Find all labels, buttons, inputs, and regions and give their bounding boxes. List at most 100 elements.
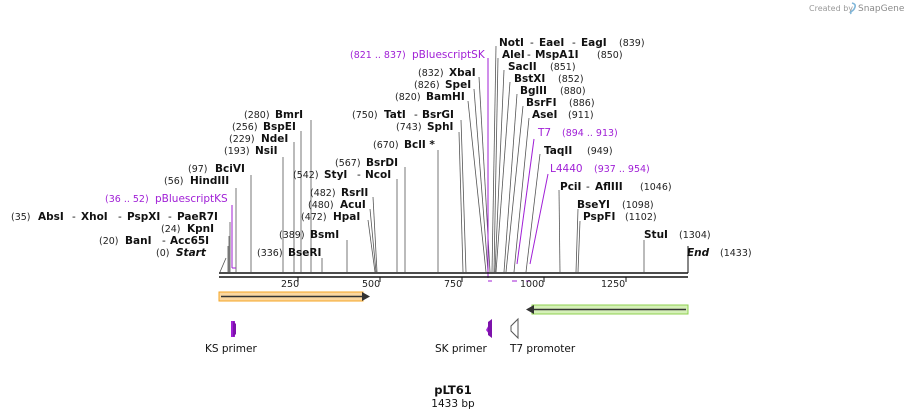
site-pos: (832) [418, 68, 444, 79]
site-name-sphi[interactable]: SphI [427, 121, 453, 133]
sequence-backbone [219, 246, 689, 282]
site-pos: (229) [229, 134, 255, 145]
site-name-bamhi[interactable]: BamHI [426, 91, 465, 103]
site-pos: (97) [188, 164, 208, 175]
site-separator: - [118, 211, 122, 223]
site-pos: (20) [99, 236, 119, 247]
axis-tick-label: 250 [281, 279, 299, 290]
site-name-eaei[interactable]: EaeI [539, 37, 564, 49]
site-name-bsrgi[interactable]: BsrGI [422, 109, 454, 121]
site-pos: (839) [619, 38, 645, 49]
end-label: End [687, 247, 710, 259]
site-separator: - [414, 109, 418, 121]
primer-range: (36 .. 52) [105, 194, 149, 205]
site-name-paer7i[interactable]: PaeR7I [177, 211, 218, 223]
site-name-hindiii[interactable]: HindIII [190, 175, 229, 187]
primer-name-t7[interactable]: T7 [537, 127, 551, 139]
site-name-kpni[interactable]: KpnI [187, 223, 214, 235]
site-name-styi[interactable]: StyI [324, 169, 347, 181]
site-name-bcivi[interactable]: BciVI [215, 163, 245, 175]
site-separator: - [357, 169, 361, 181]
site-name-acc65i[interactable]: Acc65I [170, 235, 209, 247]
site-name-bseyi[interactable]: BseYI [577, 199, 610, 211]
site-name-bspei[interactable]: BspEI [263, 121, 296, 133]
primer-range: (937 .. 954) [594, 164, 650, 175]
site-name-asei[interactable]: AseI [532, 109, 557, 121]
plasmid-name: pLT61 [434, 383, 472, 397]
ks-primer-glyph[interactable] [231, 321, 236, 337]
site-name-absi[interactable]: AbsI [38, 211, 64, 223]
site-name-xhoi[interactable]: XhoI [81, 211, 108, 223]
site-name-ndei[interactable]: NdeI [261, 133, 288, 145]
end-pos: (1433) [720, 248, 752, 259]
site-name-pspfi[interactable]: PspFI [583, 211, 615, 223]
site-pos: (949) [587, 146, 613, 157]
site-pos: (911) [568, 110, 594, 121]
site-connectors-right [467, 45, 645, 273]
site-pos: (567) [335, 158, 361, 169]
site-pos: (850) [597, 50, 623, 61]
site-pos: (851) [550, 62, 576, 73]
site-name-bcli[interactable]: BclI * [404, 139, 435, 151]
site-separator: - [168, 211, 172, 223]
site-pos: (542) [293, 170, 319, 181]
site-name-pcii[interactable]: PciI [560, 181, 581, 193]
site-pos: (1098) [622, 200, 654, 211]
site-pos: (193) [224, 146, 250, 157]
site-name-bmri[interactable]: BmrI [275, 109, 303, 121]
site-name-bstxi[interactable]: BstXI [514, 73, 545, 85]
credit-brand: SnapGene [858, 4, 905, 14]
primer-range: (894 .. 913) [562, 128, 618, 139]
green-feature-arrow[interactable] [526, 304, 689, 315]
t7-promoter-label: T7 promoter [509, 343, 576, 355]
primer-connectors [231, 58, 549, 282]
primer-name-pbluescriptsk[interactable]: pBluescriptSK [412, 49, 486, 61]
axis-tick-label: 500 [362, 279, 380, 290]
site-pos: (336) [257, 248, 283, 259]
site-name-bseri[interactable]: BseRI [288, 247, 321, 259]
site-name-alei[interactable]: AleI [502, 49, 525, 61]
site-pos: (280) [244, 110, 270, 121]
site-pos: (480) [308, 200, 334, 211]
site-name-noti[interactable]: NotI [499, 37, 524, 49]
site-separator: - [72, 211, 76, 223]
site-name-afliii[interactable]: AflIII [595, 181, 623, 193]
site-name-xbai[interactable]: XbaI [449, 67, 476, 79]
site-name-eagi[interactable]: EagI [581, 37, 607, 49]
site-name-tati[interactable]: TatI [384, 109, 406, 121]
axis-tick-label: 1250 [601, 279, 625, 290]
site-name-spei[interactable]: SpeI [445, 79, 471, 91]
site-name-acui[interactable]: AcuI [340, 199, 366, 211]
site-name-rsrii[interactable]: RsrII [341, 187, 368, 199]
site-name-mspa1i[interactable]: MspA1I [535, 49, 579, 61]
site-name-ncoi[interactable]: NcoI [365, 169, 391, 181]
site-pos: (24) [161, 224, 181, 235]
site-name-bsmi[interactable]: BsmI [310, 229, 339, 241]
ks-primer-label: KS primer [205, 343, 257, 355]
start-pos: (0) [156, 248, 169, 259]
sk-primer-glyph[interactable] [486, 319, 492, 338]
site-separator: - [162, 235, 166, 247]
site-name-pspxi[interactable]: PspXI [127, 211, 160, 223]
site-pos: (482) [310, 188, 336, 199]
plasmid-length: 1433 bp [431, 398, 475, 410]
site-name-nsii[interactable]: NsiI [255, 145, 278, 157]
site-name-bani[interactable]: BanI [125, 235, 151, 247]
site-name-hpai[interactable]: HpaI [333, 211, 360, 223]
site-name-sacii[interactable]: SacII [508, 61, 537, 73]
start-label: Start [176, 247, 207, 259]
primer-name-l4440[interactable]: L4440 [550, 163, 583, 175]
primer-name-pbluescriptks[interactable]: pBluescriptKS [155, 193, 228, 205]
snapgene-logo-icon [849, 2, 856, 15]
site-name-bsrdi[interactable]: BsrDI [366, 157, 398, 169]
site-name-taqii[interactable]: TaqII [544, 145, 572, 157]
site-name-bsrfi[interactable]: BsrFI [526, 97, 557, 109]
orange-feature-arrow[interactable] [218, 291, 370, 302]
site-name-stui[interactable]: StuI [644, 229, 668, 241]
site-pos: (1304) [679, 230, 711, 241]
axis-tick-label: 1000 [520, 279, 544, 290]
site-name-bglii[interactable]: BglII [520, 85, 547, 97]
t7-promoter-glyph[interactable] [510, 317, 519, 340]
site-pos: (750) [352, 110, 378, 121]
